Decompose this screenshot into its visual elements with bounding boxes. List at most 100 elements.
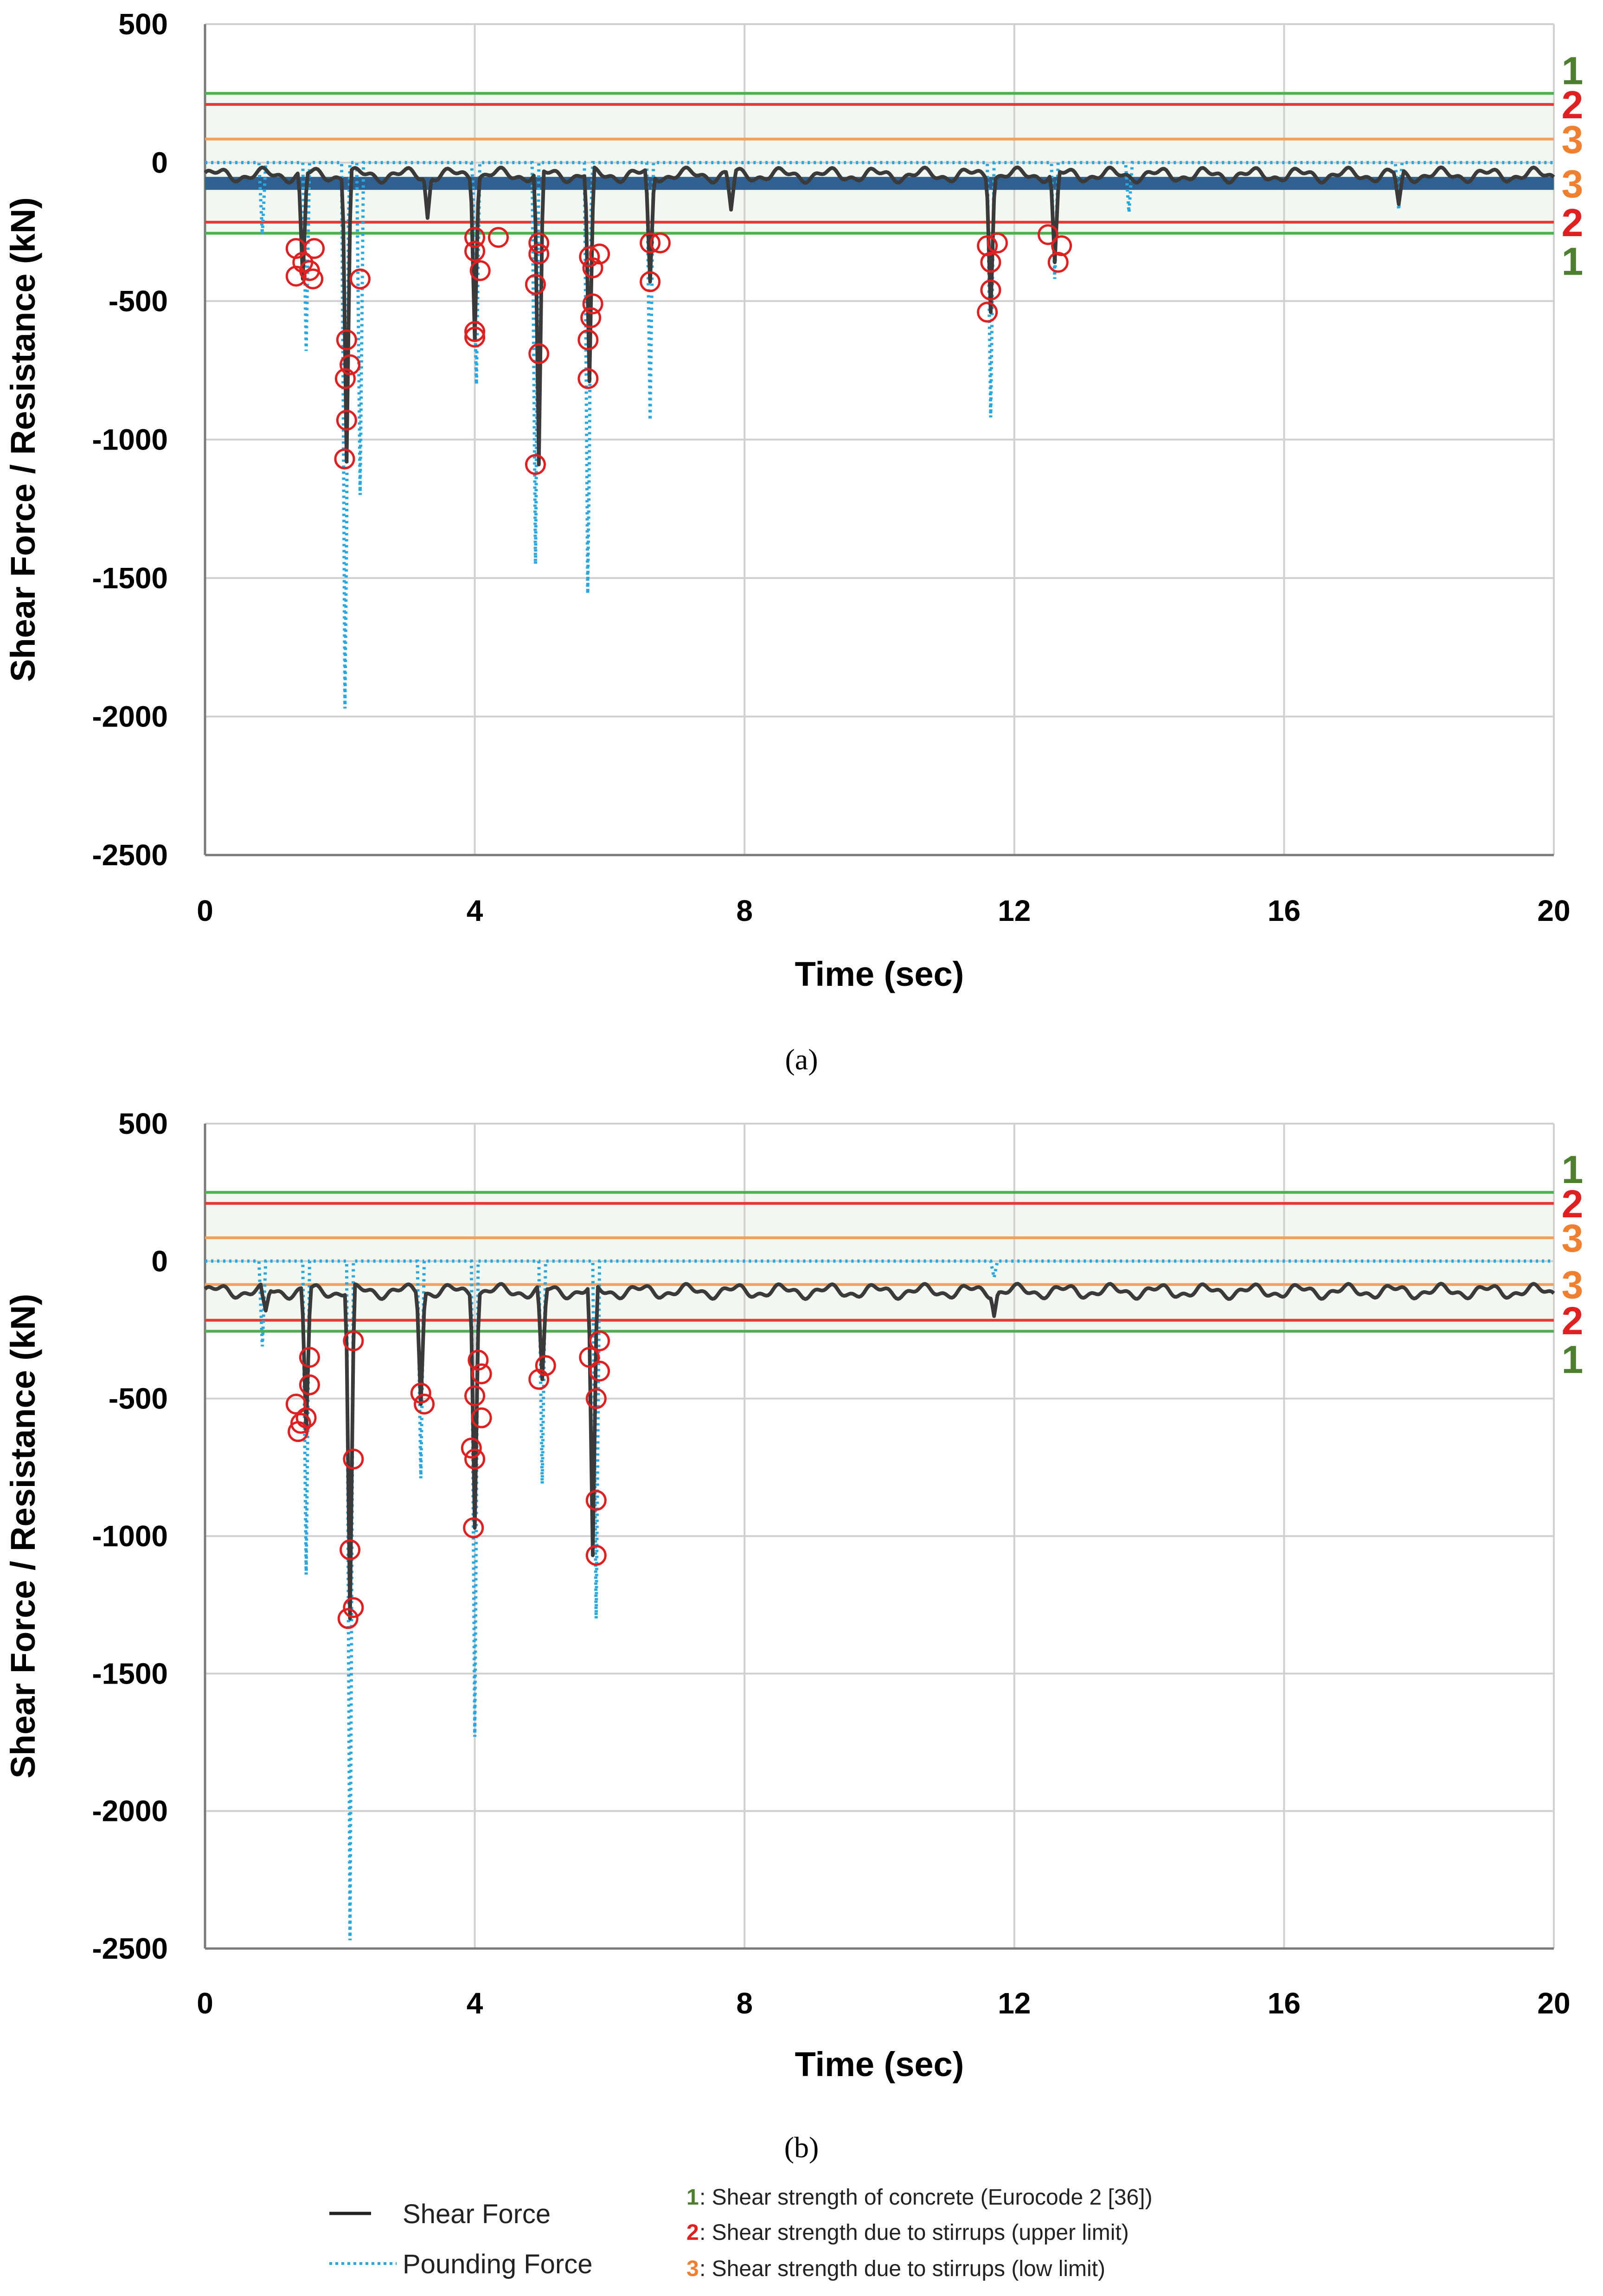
x-tick-label: 12 (998, 894, 1031, 927)
y-tick-label: 500 (118, 1107, 168, 1140)
exceedance-marker (525, 454, 546, 475)
exceedance-marker (471, 1363, 492, 1384)
y-tick-label: -2000 (92, 700, 168, 733)
reference-label-2: 2 (1562, 201, 1584, 244)
exceedance-marker (464, 1385, 486, 1407)
exceedance-marker (577, 329, 599, 351)
exceedance-marker (640, 232, 661, 254)
x-tick-label: 8 (736, 1987, 753, 2020)
reference-label-3: 3 (1562, 1216, 1584, 1260)
x-tick-label: 0 (197, 1987, 213, 2020)
exceedance-marker (349, 268, 371, 289)
exceedance-marker (304, 238, 325, 259)
exceedance-marker (337, 1608, 359, 1629)
legend-note-2-text: : Shear strength due to stirrups (upper … (699, 2220, 1129, 2245)
exceedance-marker (535, 1355, 556, 1376)
exceedance-marker (336, 329, 357, 351)
exceedance-marker (1047, 251, 1069, 273)
reference-label-2: 2 (1562, 83, 1584, 127)
reference-line-1: 1 (205, 232, 1584, 283)
y-tick-label: 0 (151, 146, 168, 180)
exceedance-markers (285, 1330, 610, 1629)
x-tick-label: 4 (467, 1987, 483, 2020)
exceedance-marker (468, 1350, 489, 1371)
reference-line-3: 3 (205, 1216, 1583, 1260)
exceedance-marker (528, 232, 550, 254)
legend-note-2-num: 2 (686, 2220, 699, 2245)
exceedance-marker (980, 251, 1001, 273)
reference-label-2: 2 (1562, 1299, 1584, 1343)
exceedance-marker (528, 1369, 550, 1390)
legend-note-3-text: : Shear strength due to stirrups (low li… (699, 2257, 1105, 2281)
exceedance-marker (579, 1347, 600, 1368)
x-tick-label: 20 (1537, 1987, 1570, 2020)
exceedance-marker (589, 1330, 610, 1351)
exceedance-marker (640, 271, 661, 292)
exceedance-marker (464, 327, 486, 348)
exceedance-marker (343, 1597, 364, 1618)
y-axis-label: Shear Force / Resistance (kN) (4, 197, 42, 682)
reference-line-1: 1 (205, 1148, 1583, 1194)
reference-label-1: 1 (1562, 49, 1584, 92)
exceedance-marker (471, 1407, 492, 1428)
reference-label-1: 1 (1562, 1338, 1584, 1381)
exceedance-marker (980, 279, 1001, 301)
x-tick-label: 20 (1537, 894, 1570, 927)
x-tick-label: 16 (1268, 1987, 1301, 2020)
legend: Shear Force Pounding Force 1 : Shear str… (329, 2185, 1153, 2281)
reference-line-2: 2 (205, 201, 1583, 244)
series-shear-force (204, 1281, 1555, 1621)
exceedance-marker (343, 1448, 364, 1470)
reference-label-3: 3 (1562, 162, 1584, 206)
exceedance-marker (464, 241, 486, 262)
y-tick-label: 0 (151, 1244, 168, 1278)
exceedance-marker (528, 244, 550, 265)
legend-shear-label: Shear Force (403, 2199, 551, 2229)
y-tick-label: -1500 (92, 1657, 168, 1690)
exceedance-markers (285, 224, 1072, 475)
exceedance-marker (285, 1394, 307, 1415)
y-tick-label: -2000 (92, 1794, 168, 1828)
reference-label-1: 1 (1562, 240, 1584, 283)
exceedance-marker (525, 274, 546, 295)
exceedance-marker (1051, 235, 1072, 257)
exceedance-marker (414, 1394, 435, 1415)
exceedance-marker (299, 1347, 320, 1368)
legend-note-3-num: 3 (686, 2257, 699, 2281)
exceedance-marker (464, 1448, 486, 1470)
exceedance-marker (463, 1517, 484, 1538)
exceedance-marker (334, 368, 356, 389)
legend-note-2: 2 : Shear strength due to stirrups (uppe… (686, 2220, 1129, 2245)
legend-note-1-text: : Shear strength of concrete (Eurocode 2… (699, 2185, 1153, 2210)
exceedance-marker (1038, 224, 1058, 245)
y-tick-label: -500 (109, 1382, 168, 1415)
legend-note-1-num: 1 (686, 2185, 699, 2210)
reference-line-1: 1 (205, 1330, 1584, 1381)
legend-note-1: 1 : Shear strength of concrete (Eurocode… (686, 2185, 1153, 2210)
reference-line-2: 2 (205, 1182, 1583, 1226)
y-tick-label: -1500 (92, 561, 168, 595)
exceedance-marker (589, 244, 610, 265)
exceedance-marker (464, 227, 486, 248)
reference-line-2: 2 (205, 1299, 1583, 1343)
exceedance-marker (585, 1544, 607, 1566)
y-tick-label: -500 (109, 284, 168, 318)
x-axis-label: Time (sec) (795, 2045, 964, 2084)
reference-line-3: 3 (205, 1263, 1583, 1307)
series-pounding-force (205, 161, 1554, 709)
x-tick-label: 0 (197, 894, 213, 927)
exceedance-marker (580, 307, 602, 328)
exceedance-marker (585, 1490, 607, 1511)
exceedance-marker (528, 343, 550, 364)
exceedance-marker (464, 321, 486, 342)
exceedance-marker (334, 448, 355, 469)
y-tick-label: -2500 (92, 838, 168, 872)
x-tick-label: 16 (1268, 894, 1301, 927)
reference-label-2: 2 (1562, 1182, 1584, 1226)
exceedance-marker (469, 260, 491, 281)
series-pounding-force (205, 1259, 1554, 1941)
exceedance-marker (579, 246, 600, 267)
